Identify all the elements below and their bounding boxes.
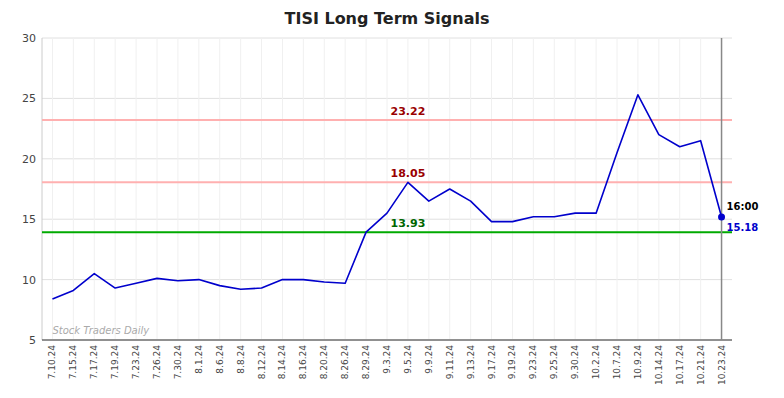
grid-line-x — [115, 38, 116, 340]
plot-area — [42, 38, 732, 340]
grid-line — [42, 340, 732, 341]
y-tick-label: 10 — [22, 274, 36, 287]
grid-line-x — [533, 38, 534, 340]
grid-line-x — [136, 38, 137, 340]
x-tick-label: 10.17.24 — [675, 345, 685, 385]
x-tick-label: 9.19.24 — [507, 345, 517, 380]
grid-line-x — [596, 38, 597, 340]
grid-line-x — [198, 38, 199, 340]
x-tick-label: 9.9.24 — [424, 345, 434, 374]
x-tick-label: 9.17.24 — [487, 345, 497, 380]
grid-line-x — [94, 38, 95, 340]
x-tick-label: 10.9.24 — [633, 345, 643, 380]
grid-line-x — [658, 38, 659, 340]
grid-line-x — [52, 38, 53, 340]
grid-line-x — [324, 38, 325, 340]
grid-line-x — [721, 38, 722, 340]
x-tick-label: 7.10.24 — [47, 345, 57, 380]
x-tick-label: 8.1.24 — [194, 345, 204, 374]
last-value-label: 15.18 — [727, 222, 759, 233]
x-tick-label: 10.23.24 — [717, 345, 727, 385]
x-tick-label: 10.14.24 — [654, 345, 664, 385]
grid-line-x — [73, 38, 74, 340]
x-tick-label: 9.30.24 — [570, 345, 580, 380]
price-line — [52, 95, 721, 299]
grid-line-x — [157, 38, 158, 340]
x-tick-label: 7.17.24 — [89, 345, 99, 380]
grid-line-x — [366, 38, 367, 340]
hline-label: 13.93 — [391, 217, 426, 230]
x-tick-label: 8.8.24 — [236, 345, 246, 374]
grid-line-x — [303, 38, 304, 340]
grid-line-x — [637, 38, 638, 340]
x-tick-label: 8.26.24 — [340, 345, 350, 380]
chart: TISI Long Term Signals 5 10 15 20 25 30 7.10.24… — [0, 0, 784, 398]
x-tick-label: 8.16.24 — [298, 345, 308, 380]
grid-line-x — [219, 38, 220, 340]
x-tick-label: 7.23.24 — [131, 345, 141, 380]
x-tick-label: 9.5.24 — [403, 345, 413, 374]
y-tick-label: 30 — [22, 32, 36, 45]
grid-line-x — [512, 38, 513, 340]
x-tick-label: 8.29.24 — [361, 345, 371, 380]
grid-line-x — [554, 38, 555, 340]
x-tick-label: 9.13.24 — [466, 345, 476, 380]
y-tick-label: 15 — [22, 213, 36, 226]
last-time-label: 16:00 — [727, 201, 759, 212]
y-tick-label: 25 — [22, 92, 36, 105]
grid-line-x — [700, 38, 701, 340]
grid-line-x — [679, 38, 680, 340]
grid-line-x — [240, 38, 241, 340]
grid-line-x — [407, 38, 408, 340]
grid-line-x — [617, 38, 618, 340]
x-axis — [42, 340, 732, 341]
grid-line-x — [282, 38, 283, 340]
x-tick-label: 8.14.24 — [277, 345, 287, 380]
grid-line-x — [387, 38, 388, 340]
grid-line-x — [491, 38, 492, 340]
x-tick-label: 9.25.24 — [549, 345, 559, 380]
grid-line-x — [428, 38, 429, 340]
grid-line-x — [470, 38, 471, 340]
grid-line-x — [177, 38, 178, 340]
hline — [42, 181, 732, 183]
x-tick-label: 7.30.24 — [173, 345, 183, 380]
last-point — [718, 214, 725, 221]
grid — [42, 38, 732, 340]
x-tick-label: 8.20.24 — [319, 345, 329, 380]
title: TISI Long Term Signals — [285, 9, 490, 28]
y-tick-label: 5 — [29, 334, 36, 347]
grid-line-x — [345, 38, 346, 340]
x-tick-label: 8.6.24 — [215, 345, 225, 374]
x-tick-label: 10.21.24 — [696, 345, 706, 385]
x-tick-label: 9.11.24 — [445, 345, 455, 380]
grid-line-x — [261, 38, 262, 340]
grid-line-x — [575, 38, 576, 340]
x-tick-label: 7.19.24 — [110, 345, 120, 380]
x-tick-label: 7.26.24 — [152, 345, 162, 380]
right-border — [721, 38, 723, 340]
hline — [42, 231, 732, 233]
y-axis — [42, 38, 43, 340]
x-tick-label: 8.12.24 — [257, 345, 267, 380]
x-tick-label: 7.15.24 — [68, 345, 78, 380]
watermark: Stock Traders Daily — [52, 325, 150, 336]
x-tick-label: 10.2.24 — [591, 345, 601, 380]
x-tick-label: 9.23.24 — [528, 345, 538, 380]
x-tick-label: 9.3.24 — [382, 345, 392, 374]
hline-label: 23.22 — [391, 105, 426, 118]
x-tick-label: 10.7.24 — [612, 345, 622, 380]
y-tick-label: 20 — [22, 153, 36, 166]
hline-label: 18.05 — [391, 167, 426, 180]
